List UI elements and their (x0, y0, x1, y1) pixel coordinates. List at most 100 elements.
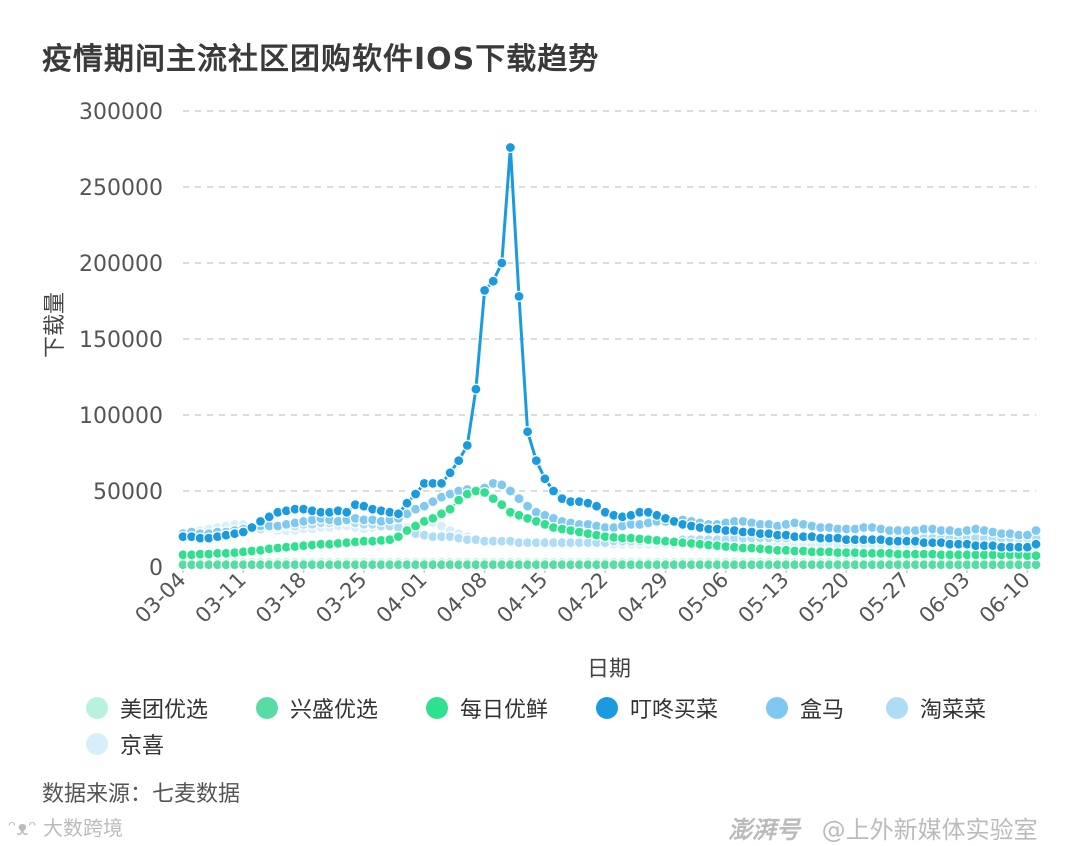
y-tick-label: 100000 (79, 404, 163, 429)
x-tick-label: 06-03 (914, 568, 974, 628)
legend-label: 叮咚买菜 (630, 698, 719, 723)
data-point[interactable] (504, 141, 516, 154)
x-tick-label: 03-11 (191, 568, 251, 628)
data-point[interactable] (1030, 538, 1042, 550)
x-tick-label: 04-08 (432, 568, 492, 628)
legend-marker-icon (86, 697, 108, 719)
legend-label: 盒马 (800, 698, 845, 723)
data-point[interactable] (1030, 559, 1042, 571)
data-point[interactable] (401, 524, 413, 537)
data-point[interactable] (479, 284, 491, 296)
data-point[interactable] (427, 512, 439, 525)
x-tick-label: 05-13 (734, 568, 794, 628)
legend-item-xingsheng[interactable]: 兴盛优选 (256, 692, 378, 724)
data-point[interactable] (435, 508, 448, 520)
y-tick-label: 150000 (79, 328, 163, 353)
data-point[interactable] (487, 493, 499, 505)
data-point[interactable] (444, 503, 456, 515)
data-point[interactable] (1021, 529, 1034, 541)
legend-marker-icon (86, 733, 108, 755)
legend-marker-icon (596, 697, 618, 719)
data-point[interactable] (496, 499, 508, 511)
data-point[interactable] (263, 511, 275, 523)
data-point[interactable] (254, 515, 267, 528)
data-point[interactable] (341, 506, 353, 518)
data-point[interactable] (513, 493, 525, 505)
y-tick-label: 50000 (93, 480, 163, 505)
legend-item-jingxi[interactable]: 京喜 (86, 728, 164, 760)
watermark-left-text: 大数跨境 (43, 816, 124, 840)
data-point[interactable] (521, 500, 534, 512)
y-tick-label: 300000 (79, 100, 163, 125)
data-point[interactable] (410, 488, 422, 500)
data-point[interactable] (401, 497, 413, 509)
data-point[interactable] (479, 486, 491, 499)
legend-item-hema[interactable]: 盒马 (766, 692, 844, 724)
data-point[interactable] (513, 290, 525, 302)
data-point[interactable] (246, 521, 258, 534)
data-point[interactable] (496, 479, 508, 491)
data-point[interactable] (590, 500, 603, 512)
series-3 (177, 141, 1042, 553)
y-tick-label: 250000 (79, 176, 163, 201)
x-tick-label: 04-01 (372, 568, 432, 628)
data-point[interactable] (237, 526, 249, 538)
series-1 (177, 559, 1042, 571)
weibo-icon: ᵔᴥᵔ (8, 816, 44, 840)
data-point[interactable] (410, 520, 422, 532)
data-point[interactable] (530, 455, 542, 467)
watermark-left: ᵔᴥᵔ 大数跨境 (8, 812, 123, 841)
data-point[interactable] (539, 473, 551, 485)
data-point[interactable] (470, 383, 482, 395)
x-tick-label: 06-10 (975, 568, 1035, 628)
series-line (183, 147, 1037, 549)
legend-item-meituan[interactable]: 美团优选 (86, 692, 208, 724)
watermark-brand: 澎湃号 (728, 816, 800, 844)
chart-title: 疫情期间主流社区团购软件IOS下载趋势 (42, 42, 600, 77)
legend-marker-icon (426, 697, 448, 719)
data-source-note: 数据来源：七麦数据 (42, 782, 241, 807)
x-axis-title: 日期 (587, 657, 631, 682)
data-point[interactable] (435, 477, 448, 489)
y-tick-label: 200000 (79, 252, 163, 277)
legend-marker-icon (766, 697, 788, 719)
data-point[interactable] (1030, 524, 1042, 537)
legend-label: 美团优选 (120, 698, 209, 723)
data-point[interactable] (496, 257, 508, 269)
series-2 (177, 485, 1042, 562)
y-tick-label: 0 (149, 556, 163, 581)
data-point[interactable] (461, 439, 473, 451)
x-tick-label: 05-27 (854, 568, 914, 628)
legend-label: 京喜 (120, 734, 165, 759)
watermark-account: @上外新媒体实验室 (821, 816, 1038, 844)
x-tick-label: 05-06 (673, 568, 733, 628)
legend-marker-icon (886, 697, 908, 719)
data-point[interactable] (453, 494, 465, 506)
legend-label: 淘菜菜 (920, 698, 987, 723)
legend-item-dingdong[interactable]: 叮咚买菜 (596, 692, 718, 724)
legend-label: 每日优鲜 (460, 698, 549, 723)
legend-label: 兴盛优选 (290, 698, 379, 723)
watermark-right: 澎湃号 @上外新媒体实验室 (728, 810, 1038, 845)
x-tick-label: 04-15 (492, 568, 552, 628)
data-point[interactable] (392, 508, 404, 520)
data-point[interactable] (487, 275, 499, 287)
legend-marker-icon (256, 697, 278, 719)
data-point[interactable] (453, 455, 465, 467)
legend-item-taocaicai[interactable]: 淘菜菜 (886, 692, 986, 724)
data-point[interactable] (444, 467, 456, 479)
data-point[interactable] (427, 496, 439, 508)
y-axis-title: 下载量 (43, 292, 68, 358)
data-point[interactable] (547, 485, 560, 497)
x-tick-label: 04-22 (553, 568, 613, 628)
data-point[interactable] (1030, 549, 1042, 562)
x-tick-label: 03-25 (311, 568, 371, 628)
data-point[interactable] (418, 500, 430, 512)
data-point[interactable] (392, 530, 404, 543)
legend-item-meiri[interactable]: 每日优鲜 (426, 692, 548, 724)
x-tick-label: 05-20 (794, 568, 854, 628)
data-point[interactable] (504, 485, 516, 497)
x-tick-label: 04-29 (613, 568, 673, 628)
data-point[interactable] (521, 426, 534, 438)
